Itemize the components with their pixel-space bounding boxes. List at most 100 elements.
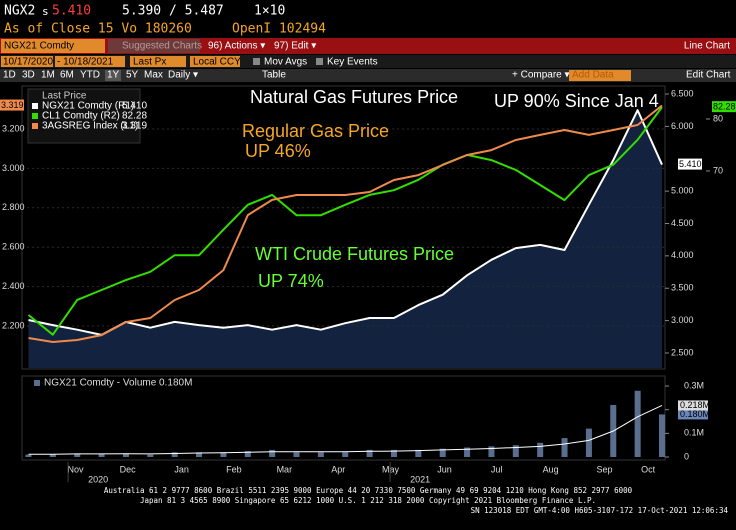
y3-tick-label: 70: [713, 165, 723, 175]
volume-bar: [147, 454, 154, 457]
field[interactable]: Last Px: [133, 57, 166, 68]
x-tick-label: May: [382, 464, 400, 474]
close-volume: As of Close 15 Vo 180260: [4, 22, 192, 37]
average-line: [28, 404, 663, 455]
start-box[interactable]: [1, 56, 53, 67]
volume-bar: [634, 390, 641, 457]
last-value-badge: [678, 409, 708, 420]
checkbox[interactable]: [253, 58, 260, 65]
volume-bar: [293, 452, 300, 457]
x-tick-label: Jan: [174, 464, 189, 474]
period-button[interactable]: 6M: [60, 70, 74, 81]
annotation: UP 74%: [258, 271, 324, 291]
compare-button[interactable]: + Compare ▾: [512, 70, 570, 81]
volume-bar: [464, 447, 471, 457]
y2-tick-label: 2.500: [671, 347, 694, 357]
last-value-label: 5.410: [679, 159, 702, 169]
x-tick-label: Mar: [277, 464, 293, 474]
y-tick-label: 2.800: [2, 202, 25, 212]
start-date[interactable]: 10/17/2020: [3, 57, 53, 68]
period-button[interactable]: 1Y: [107, 70, 120, 81]
security-box[interactable]: [1, 39, 105, 53]
volume-title: NGX21 Comdty - Volume 0.180M: [44, 378, 192, 389]
legend-swatch: [34, 380, 40, 386]
edit-chart[interactable]: Edit Chart: [686, 70, 731, 81]
add-data[interactable]: Add Data: [572, 70, 614, 81]
annotation: Natural Gas Futures Price: [250, 87, 458, 107]
last-value-label: 0.218M: [680, 400, 710, 410]
legend-value: 82.28: [122, 111, 147, 122]
series-line: [27, 106, 663, 336]
period-button[interactable]: Daily ▾: [168, 70, 198, 81]
size: 1×10: [254, 4, 285, 19]
period-button[interactable]: 1D: [3, 70, 16, 81]
key-events[interactable]: Key Events: [327, 57, 378, 68]
price-chart: 2.200 2.400 2.600 2.800 3.000 3.200 2.500 3.000…: [0, 87, 736, 368]
legend: [27, 88, 141, 144]
volume-bar: [220, 452, 227, 457]
open-interest: OpenI 102494: [232, 22, 326, 37]
y3-tick-label: 80: [713, 113, 723, 123]
y-tick-label: 0.3M: [684, 380, 704, 390]
period-button[interactable]: 1M: [41, 70, 55, 81]
last-value-label: 3.319: [1, 100, 24, 110]
period-button[interactable]: 3D: [22, 70, 35, 81]
field-box[interactable]: [130, 56, 186, 67]
footer-line: Australia 61 2 9777 8600 Brazil 5511 239…: [104, 486, 633, 495]
x-tick-label: Jul: [491, 464, 503, 474]
last-value-badge: [712, 101, 736, 113]
footer-line: SN 123018 EDT GMT-4:00 H605-3107-172 17-…: [471, 506, 729, 515]
end-date[interactable]: - 10/18/2021: [57, 57, 114, 68]
volume-bar: [317, 452, 324, 457]
actions-menu[interactable]: 96) Actions ▾: [208, 41, 265, 52]
volume-bar: [342, 452, 349, 457]
suggested-charts[interactable]: Suggested Charts: [122, 41, 202, 52]
period-button[interactable]: YTD: [80, 70, 100, 81]
volume-panel: [21, 375, 666, 461]
period-button[interactable]: Max: [144, 70, 163, 81]
y-tick-label: 3.200: [2, 123, 25, 133]
volume-bar: [415, 449, 422, 457]
end-box[interactable]: [55, 56, 125, 67]
volume-bar: [269, 449, 276, 457]
volume-chart: 00.1M0.2M0.3MNovDecJanFebMarAprMayJunJul…: [25, 378, 710, 484]
add-data-box[interactable]: [569, 70, 631, 81]
series-line: [28, 109, 663, 336]
legend-swatch: [32, 103, 38, 109]
area: [28, 110, 662, 368]
y-tick-label: 0: [684, 451, 689, 461]
y2-tick-label: 5.000: [671, 186, 694, 196]
annotation: UP 90% Since Jan 4: [494, 91, 659, 111]
legend-swatch: [32, 123, 38, 129]
annotation: UP 46%: [245, 141, 311, 161]
legend-swatch: [32, 113, 38, 119]
last-value-label: 82.28: [713, 102, 736, 112]
mov-avgs[interactable]: Mov Avgs: [264, 57, 307, 68]
y-tick-label: 0.1M: [684, 428, 704, 438]
volume-bar: [585, 428, 592, 457]
y2-tick-label: 6.000: [671, 121, 694, 131]
edit-menu[interactable]: 97) Edit ▾: [274, 41, 316, 52]
legend-label: 3AGSREG Index (L1): [42, 121, 138, 132]
currency-box[interactable]: [190, 56, 240, 67]
price-source: s: [42, 5, 49, 18]
suggested-box[interactable]: [108, 39, 200, 53]
checkbox[interactable]: [316, 58, 323, 65]
volume-bar: [512, 445, 519, 457]
volume-bar: [122, 453, 129, 457]
period-button[interactable]: 5Y: [126, 70, 139, 81]
volume-bar: [74, 453, 81, 457]
y2-tick-label: 3.000: [671, 315, 694, 325]
volume-bar: [366, 449, 373, 457]
y-tick-label: 2.400: [2, 281, 25, 291]
security[interactable]: NGX21 Comdty: [4, 41, 74, 52]
volume-bar: [537, 442, 544, 457]
x-tick-label: Oct: [641, 464, 656, 474]
currency[interactable]: Local CCY: [193, 57, 241, 68]
legend-label: NGX21 Comdty (R1): [42, 101, 134, 112]
y-tick-label: 2.200: [2, 320, 25, 330]
volume-bar: [49, 454, 56, 457]
annotation: WTI Crude Futures Price: [255, 244, 454, 264]
table-button[interactable]: Table: [262, 70, 286, 81]
